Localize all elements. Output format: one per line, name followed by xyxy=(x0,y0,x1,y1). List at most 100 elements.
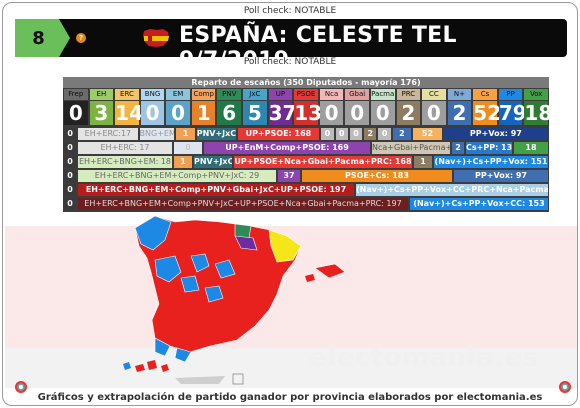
coalition-cell: UP+PSOE+Nca+Gbai+Pacma+PRC: 168 xyxy=(234,156,412,168)
party-header-cc: CC xyxy=(422,89,446,100)
party-seats-pp: 79 xyxy=(498,101,527,125)
poll-check-top: Poll check: NOTABLE xyxy=(243,6,337,16)
coalition-cell: 0 xyxy=(321,128,334,140)
coalition-cell: 1 xyxy=(174,156,192,168)
party-seats-n: 2 xyxy=(447,101,472,125)
party-header-em: EM xyxy=(166,89,190,100)
party-header-eh: EH xyxy=(89,89,114,100)
party-header-nca: Nca xyxy=(319,89,344,100)
party-header-pp: PP xyxy=(498,89,523,100)
coalition-cell: 0 xyxy=(378,128,391,140)
coalition-cell: EH+ERC+BNG+EM: 18 xyxy=(78,156,172,168)
right-logo-icon xyxy=(559,381,571,393)
coalition-cell: PNV+JxC: 11 xyxy=(194,156,232,168)
coalition-cell: PNV+JxC: 11 xyxy=(196,128,236,140)
party-seats-bng: 0 xyxy=(140,101,165,125)
coalition-cell: (Nav+)+Cs+PP+Vox+CC: 153 xyxy=(410,198,548,210)
coalition-cell: 2 xyxy=(392,128,412,140)
party-header-pacma: Pacma xyxy=(370,89,395,100)
party-header-comp: Comp xyxy=(191,89,216,100)
party-header-cs: Cs xyxy=(473,89,497,100)
coalition-cell: 2 xyxy=(452,142,464,154)
party-seats-cc: 0 xyxy=(422,101,446,125)
party-seats-erc: 14 xyxy=(115,101,143,125)
coalition-cell: Cs+PP: 131 xyxy=(466,142,512,154)
party-header-psoe: PSOE xyxy=(294,89,318,100)
coalition-cell: EH+ERC: 17 xyxy=(78,142,172,154)
coalition-cell: (Nav+)+Cs+PP+Vox: 151 xyxy=(434,156,548,168)
coalition-cell: PP+Vox: 97 xyxy=(443,128,548,140)
map-area xyxy=(5,215,577,388)
coalition-cell: 0 xyxy=(349,128,363,140)
coalition-cell: 37 xyxy=(278,170,300,182)
coalition-cell: 0 xyxy=(64,156,76,168)
coalition-cell: 52 xyxy=(413,128,442,140)
party-seats-pacma: 0 xyxy=(370,101,395,125)
party-header-vox: Vox xyxy=(524,89,548,100)
party-seats-frep: 0 xyxy=(64,101,88,125)
seat-table: Reparto de escaños (350 Diputados - mayo… xyxy=(63,77,553,212)
party-header-up: UP xyxy=(268,89,293,100)
coalition-cell: EH+ERC+BNG+EM+Comp+PNV+Gbai+JxC+UP+PSOE:… xyxy=(78,184,354,196)
coalition-cell: 18 xyxy=(514,142,548,154)
coalition-row: 0 EH+ERC: 17 0 UP+EnM+Comp+PSOE: 169 Nca+Gba… xyxy=(63,142,549,154)
party-seats-gbai: 0 xyxy=(345,101,369,125)
party-header-jxc: JxC xyxy=(243,89,267,100)
spain-province-map xyxy=(5,215,577,388)
poll-check-bottom: Poll check: NOTABLE xyxy=(243,57,337,67)
party-seats-comp: 1 xyxy=(191,101,216,125)
party-seats-pnv: 6 xyxy=(217,101,242,125)
coalition-cell: PP+Vox: 97 xyxy=(454,170,548,182)
party-header-pnv: PNV xyxy=(217,89,242,100)
coalition-cell: 1 xyxy=(414,156,432,168)
coalition-row: 0 EH+ERC+BNG+EM+Comp+PNV+JxC: 29 37 PSOE+Cs… xyxy=(63,170,549,182)
party-header-n: N+ xyxy=(447,89,472,100)
coalition-cell: 2 xyxy=(364,128,377,140)
party-header-bng: BNG xyxy=(140,89,165,100)
party-seats-nca: 0 xyxy=(319,101,344,125)
coalition-cell: 0 xyxy=(64,128,77,140)
party-seats-up: 37 xyxy=(268,101,297,125)
coalition-cell: UP+EnM+Comp+PSOE: 169 xyxy=(204,142,370,154)
coalition-cell: EH+ERC:17 xyxy=(78,128,138,140)
spain-flag-icon xyxy=(143,29,169,47)
coalition-cell: 0 xyxy=(174,142,202,154)
coalition-cell: UP+PSOE: 168 xyxy=(237,128,320,140)
party-seats-prc: 2 xyxy=(396,101,421,125)
party-header-frep: Frep xyxy=(64,89,88,100)
coalition-cell: EH+ERC+BNG+EM+Comp+PNV+JxC+UP+PSOE+Nca+G… xyxy=(78,198,408,210)
title-banner: 8 ? ESPAÑA: CELESTE TEL 9/7/2019 xyxy=(15,19,567,73)
watermark: electomania.es xyxy=(309,343,539,373)
coalition-cell: 1 xyxy=(176,128,195,140)
party-seats-cs: 52 xyxy=(473,101,502,125)
coalition-row: 0 EH+ERC+BNG+EM+Comp+PNV+Gbai+JxC+UP+PSOE… xyxy=(63,184,549,196)
page-title: ESPAÑA: CELESTE TEL 9/7/2019 xyxy=(179,23,457,73)
coalition-cell: Nca+Gbai+Pacma+PRC+CC: 2 xyxy=(372,142,450,154)
coalition-cell: 0 xyxy=(64,184,76,196)
party-header-gbai: Gbai xyxy=(345,89,369,100)
party-seats-jxc: 5 xyxy=(243,101,267,125)
coalition-cell: 0 xyxy=(64,170,76,182)
party-seats-eh: 3 xyxy=(89,101,114,125)
coalition-cell: (Nav+)+Cs+PP+Vox+CC+PRC+Nca+Pacma: 153 xyxy=(356,184,548,196)
table-title: Reparto de escaños (350 Diputados - mayo… xyxy=(63,77,549,88)
party-seats-vox: 18 xyxy=(524,101,553,125)
coalition-row: 0 EH+ERC+BNG+EM+Comp+PNV+JxC+UP+PSOE+Nca+… xyxy=(63,198,549,210)
party-header-erc: ERC xyxy=(115,89,139,100)
party-header-prc: PRC xyxy=(396,89,421,100)
coalition-cell: 0 xyxy=(64,198,76,210)
coalition-cell: PSOE+Cs: 183 xyxy=(302,170,452,182)
party-seats-psoe: 131 xyxy=(294,101,336,125)
left-logo-icon xyxy=(15,381,27,393)
coalition-cell: 0 xyxy=(64,142,76,154)
coalition-cell: EH+ERC+BNG+EM+Comp+PNV+JxC: 29 xyxy=(78,170,276,182)
coalition-cell: 0 xyxy=(335,128,348,140)
info-icon[interactable]: ? xyxy=(76,33,86,43)
coalition-cell: BNG+EM:0 xyxy=(139,128,175,140)
rank-badge: 8 xyxy=(15,19,70,57)
footer-caption: Gráficos y extrapolación de partido gana… xyxy=(37,392,543,403)
party-seats-em: 0 xyxy=(166,101,190,125)
